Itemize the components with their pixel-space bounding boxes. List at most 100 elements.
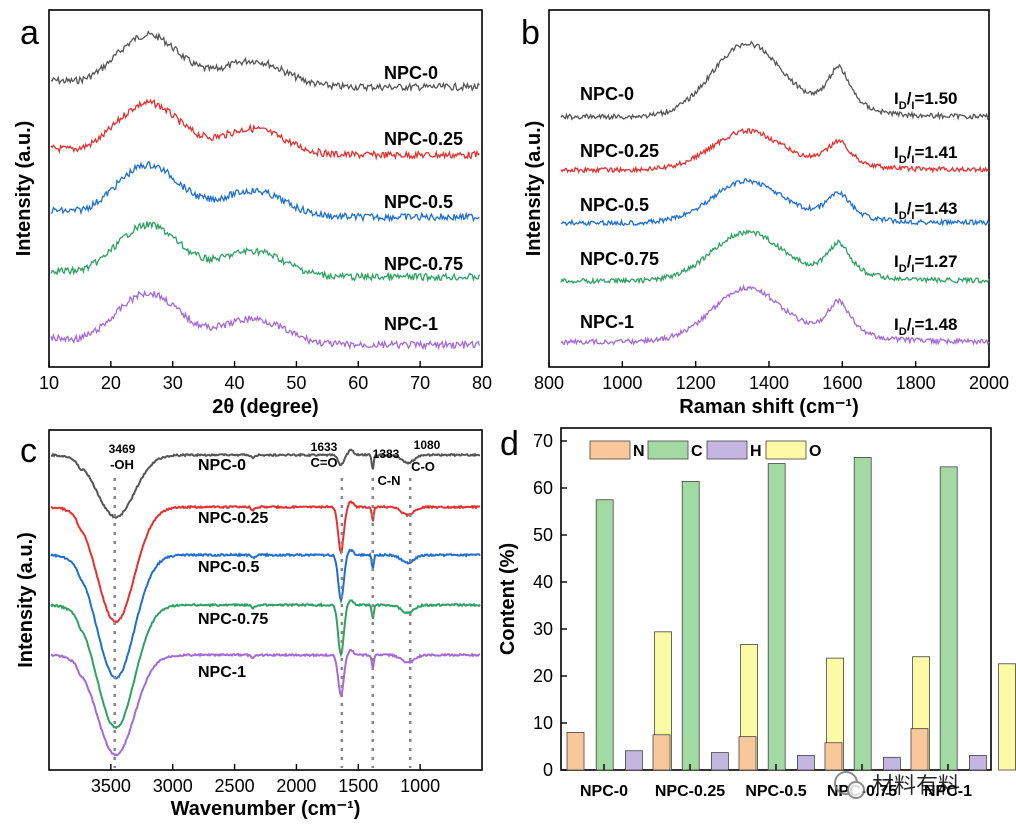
panel-d-y-tick-label: 70 [533,431,553,451]
bar-C-NPC-0.5 [767,463,786,771]
panel-b-x-tick-label: 1000 [602,373,642,393]
panel-d-letter: d [500,425,519,463]
xrd-series-line [50,98,480,161]
legend-label-H: H [750,443,762,460]
panel-b-x-tick-label: 800 [534,373,564,393]
panel-a-x-tick-label: 60 [348,373,368,393]
panel-b-x-tick-label: 1800 [896,373,936,393]
bar-C-NPC-0.25 [681,481,700,771]
bar-O-NPC-1 [998,663,1016,771]
panel-a-x-tick-label: 80 [472,373,492,393]
panel-a-x-tick-label: 10 [39,373,59,393]
panel-d-ylabel: Content (%) [497,543,519,655]
xrd-series-line [50,221,481,283]
panel-a-frame [48,9,483,368]
panel-d-y-tick-label: 10 [533,713,553,733]
ftir-series-label: NPC-0.75 [198,611,268,628]
xrd-series-label: NPC-0 [384,63,438,83]
raman-series-line [560,178,990,227]
panel-d-y-tick-label: 20 [533,666,553,686]
bar-H-NPC-0.75 [883,756,901,771]
xrd-series-label: NPC-0.5 [384,192,453,212]
ftir-series-line [50,500,481,624]
bar-N-NPC-0.5 [738,736,757,771]
ftir-peak-number: 3469 [109,442,136,456]
panel-a-xlabel: 2θ (degree) [212,396,318,418]
bar-H-NPC-1 [969,755,987,771]
panel-a-x-tick-label: 50 [286,373,306,393]
panel-c-x-tick-label: 3500 [91,776,131,796]
panel-a-letter: a [20,14,39,52]
raman-series-line [560,283,990,347]
ftir-peak-number: 1080 [414,438,441,452]
bar-N-NPC-0.25 [652,734,671,771]
xrd-series-label: NPC-1 [384,314,438,334]
ftir-series-line [50,648,481,757]
xrd-series-label: NPC-0.75 [384,254,463,274]
panel-d-category-label: NPC-0 [580,783,628,800]
bar-N-NPC-0.75 [824,742,843,771]
ftir-series-line [50,548,481,680]
panel-a-x-tick-label: 30 [163,373,183,393]
raman-series-line [560,40,990,121]
bar-C-NPC-1 [939,466,958,771]
watermark-logo-icon-inner [847,781,865,799]
panel-d-category-label: NPC-1 [924,783,972,800]
bar-C-NPC-0 [595,499,614,771]
panel-a-x-tick-label: 20 [101,373,121,393]
raman-series-label: NPC-1 [580,312,634,332]
panel-c-ylabel: Intensity (a.u.) [15,532,37,668]
panel-a-ylabel: Intensity (a.u.) [13,121,35,257]
panel-d-category-label: NPC-0.25 [655,783,725,800]
xrd-series-label: NPC-0.25 [384,129,463,149]
xrd-series-line [50,289,481,351]
raman-series-label: NPC-0.5 [580,195,649,215]
panel-d-y-tick-label: 40 [533,572,553,592]
panel-c-xlabel: Wavenumber (cm⁻¹) [171,798,361,820]
raman-series-line [560,128,990,174]
legend-label-O: O [809,443,821,460]
bar-N-NPC-1 [910,728,929,771]
ftir-series-label: NPC-1 [198,664,246,681]
legend-swatch-N [589,440,631,460]
panel-c-frame [48,429,483,771]
legend-label-N: N [633,443,645,460]
panel-b-ylabel: Intensity (a.u.) [523,121,545,257]
watermark-text: 材料有料 [872,773,960,798]
raman-ratio-label: ID/I=1.50 [894,89,958,112]
panel-b-x-tick-label: 1600 [822,373,862,393]
panel-b-x-tick-label: 1400 [749,373,789,393]
panel-b-x-tick-label: 2000 [969,373,1009,393]
xrd-series-line [50,161,480,223]
panel-d-y-tick-label: 50 [533,525,553,545]
panel-c-x-tick-label: 3000 [153,776,193,796]
ftir-series-label: NPC-0 [198,457,246,474]
watermark: 材料有料 [834,771,960,799]
legend-label-C: C [691,443,703,460]
panel-c-x-tick-label: 2000 [276,776,316,796]
raman-ratio-label: ID/I=1.41 [894,143,958,166]
raman-series-label: NPC-0.25 [580,141,659,161]
panel-b-x-tick-label: 1200 [676,373,716,393]
raman-ratio-label: ID/I=1.27 [894,252,958,275]
panel-c-x-tick-label: 1500 [338,776,378,796]
ftir-peak-number: 1383 [373,447,400,461]
bar-N-NPC-0 [566,732,585,771]
ftir-series-label: NPC-0.25 [198,510,268,527]
raman-series-line [560,229,990,285]
bar-H-NPC-0 [625,750,643,771]
panel-c-x-tick-label: 1000 [400,776,440,796]
legend-swatch-O [765,440,807,460]
panel-b-letter: b [521,14,540,52]
bar-H-NPC-0.25 [711,752,729,771]
panel-d-y-tick-label: 0 [543,760,553,780]
panel-d-category-label: NPC-0.5 [745,783,806,800]
panel-a-x-tick-label: 40 [225,373,245,393]
legend-swatch-H [706,440,748,460]
raman-ratio-label: ID/I=1.48 [894,315,958,338]
ftir-peak-group: -OH [110,457,134,472]
bar-H-NPC-0.5 [797,755,815,771]
raman-series-label: NPC-0.75 [580,249,659,269]
ftir-series-label: NPC-0.5 [198,559,259,576]
